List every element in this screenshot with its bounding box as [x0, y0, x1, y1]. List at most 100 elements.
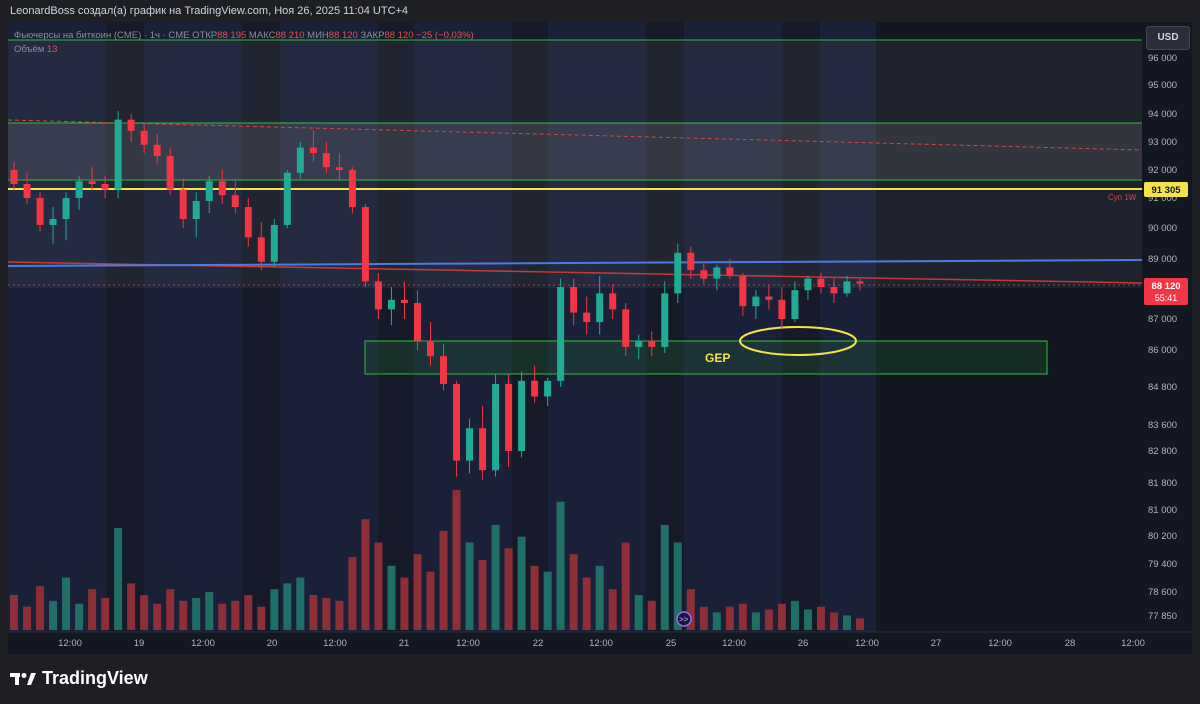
volume-bar [244, 595, 253, 630]
candle-body [62, 198, 70, 219]
candle-body [765, 296, 773, 300]
volume-label[interactable]: Объём [14, 44, 45, 55]
volume-bar [270, 589, 279, 630]
candle-body [518, 380, 526, 451]
author-line: LeonardBoss создал(а) график на TradingV… [10, 5, 409, 17]
time-tick-label: 27 [931, 638, 942, 649]
candle-body [492, 383, 500, 471]
time-tick-label: 19 [134, 638, 145, 649]
candle-body [739, 275, 747, 307]
volume-bar [114, 527, 123, 630]
event-marker-icon[interactable] [676, 611, 692, 627]
candle-body [296, 147, 304, 173]
volume-bar [231, 600, 240, 630]
time-tick-label: 12:00 [988, 638, 1012, 649]
volume-bar [543, 571, 552, 630]
candle-body [531, 380, 539, 397]
time-tick-label: 12:00 [323, 638, 347, 649]
svg-text:>>: >> [679, 615, 689, 624]
volume-bar [699, 606, 708, 630]
volume-bar [62, 577, 71, 630]
last-price-text: 88 120 [1151, 281, 1180, 292]
volume-bar [101, 597, 110, 630]
volume-bar [634, 595, 643, 630]
candle-body [752, 296, 760, 307]
volume-bar [686, 589, 695, 630]
candle-body [322, 153, 330, 168]
candle-body [479, 428, 487, 471]
price-tick-label: 90 000 [1148, 223, 1177, 234]
candle-body [453, 383, 461, 461]
candle-body [726, 267, 734, 276]
candle-body [88, 181, 96, 184]
candle-body [843, 281, 851, 294]
candle-body [166, 156, 174, 190]
candle-body [413, 303, 421, 341]
chart-area[interactable]: GEP Суп 1W >> 96 000 95 000 94 000 93 000 92… [8, 22, 1192, 654]
candle-body [231, 195, 239, 207]
volume-bar [673, 542, 682, 630]
candle-body [153, 144, 161, 156]
currency-button[interactable]: USD [1146, 26, 1190, 50]
volume-bar [582, 577, 591, 630]
symbol-name[interactable]: Фьючерсы на биткоин (CME) · 1ч · CME [14, 30, 190, 41]
volume-bar [803, 609, 812, 630]
candle-body [361, 207, 369, 282]
time-axis[interactable] [8, 632, 1192, 654]
price-tick-label: 77 850 [1148, 611, 1177, 622]
candle-body [23, 184, 31, 198]
volume-bar [387, 565, 396, 630]
volume-bar [75, 603, 84, 630]
volume-bar [856, 618, 864, 630]
time-tick-label: 25 [666, 638, 677, 649]
volume-bar [36, 586, 45, 630]
candle-body [309, 147, 317, 154]
candle-body [400, 299, 408, 303]
price-tick-label: 96 000 [1148, 53, 1177, 64]
volume-bar [777, 603, 786, 630]
dashed-trend-line [8, 119, 1143, 151]
volume-bar [647, 600, 656, 630]
price-axis[interactable] [1142, 22, 1192, 632]
candle-body [635, 340, 643, 347]
price-tick-label: 91 000 [1148, 193, 1177, 204]
chart-legend: Фьючерсы на биткоин (CME) · 1ч · CME ОТК… [14, 30, 474, 55]
volume-bar [335, 600, 344, 630]
candle-body [426, 340, 434, 357]
candle-body [505, 383, 513, 451]
volume-bar [465, 542, 474, 630]
candle-body [257, 237, 265, 262]
time-tick-label: 12:00 [1121, 638, 1145, 649]
tradingview-logo[interactable]: TradingView [10, 668, 148, 689]
candle-body [557, 287, 565, 381]
price-tick-label: 84 800 [1148, 382, 1177, 393]
volume-bar [218, 603, 227, 630]
candle-body [244, 207, 252, 238]
candle-body [466, 428, 474, 461]
volume-bar [569, 554, 578, 630]
candle-body [778, 299, 786, 319]
time-tick-label: 28 [1065, 638, 1076, 649]
time-tick-label: 21 [399, 638, 410, 649]
candle-body [583, 312, 591, 323]
volume-bar [49, 600, 58, 630]
volume-bar [166, 589, 175, 630]
time-tick-label: 12:00 [589, 638, 613, 649]
candle-body [205, 181, 213, 201]
volume-bar [725, 606, 734, 630]
chart-header: LeonardBoss создал(а) график на TradingV… [0, 0, 1200, 22]
time-tick-label: 12:00 [456, 638, 480, 649]
candlestick-chart[interactable]: GEP Суп 1W >> 96 000 95 000 94 000 93 000 92… [8, 22, 1192, 654]
candle-body [36, 198, 44, 225]
candle-body [700, 270, 708, 279]
change-value: −25 (−0,03%) [416, 30, 474, 41]
price-tick-label: 86 000 [1148, 345, 1177, 356]
volume-bar [517, 536, 526, 630]
candle-body [570, 287, 578, 313]
gap-zone [364, 340, 1048, 375]
volume-bar [283, 583, 292, 630]
candle-body [674, 252, 682, 294]
volume-bar [374, 542, 383, 630]
volume-value: 13 [46, 44, 58, 55]
volume-bar [10, 595, 18, 630]
